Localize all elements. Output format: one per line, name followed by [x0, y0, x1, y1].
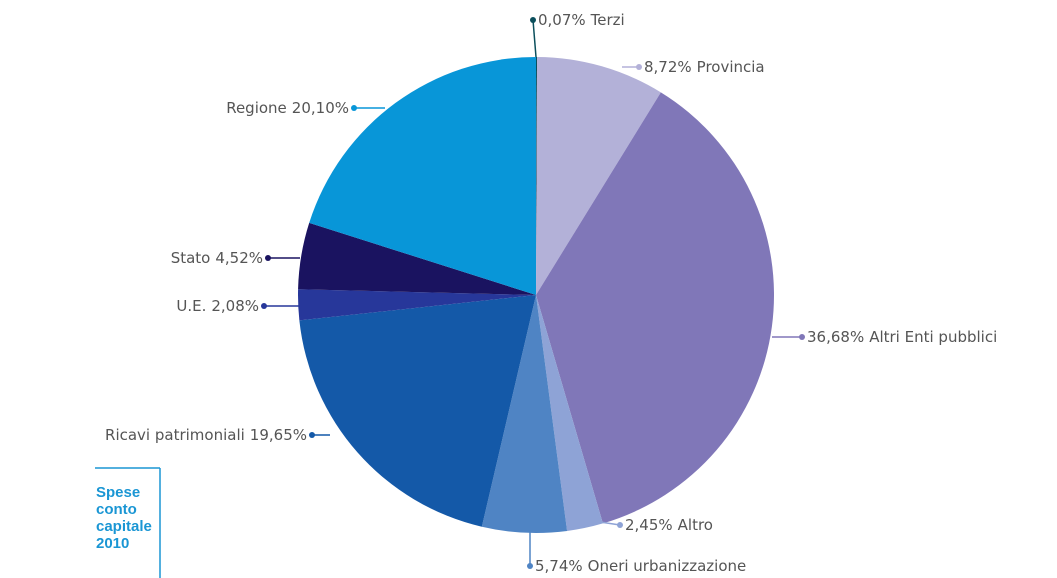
leader-dot: [527, 563, 533, 569]
pie-slice: [309, 56, 536, 296]
leader-dot: [309, 432, 315, 438]
pie-slice: [298, 289, 536, 321]
value-label: 8,72%: [644, 58, 692, 76]
leader-dot: [799, 334, 805, 340]
pie-slice: [536, 92, 775, 524]
leader-line: [599, 521, 621, 526]
leader-dot: [617, 522, 623, 528]
value-label: 0,07%: [538, 11, 586, 29]
category-label: Provincia: [697, 58, 765, 76]
slice-label: Ricavi patrimoniali 19,65%: [105, 426, 307, 444]
slice-label: 0,07% Terzi: [538, 11, 625, 29]
value-label: 19,65%: [250, 426, 307, 444]
value-label: 20,10%: [292, 99, 349, 117]
slice-label: 8,72% Provincia: [644, 58, 765, 76]
pie-slice: [298, 222, 536, 295]
value-label: 2,45%: [625, 516, 673, 534]
slice-label: 2,45% Altro: [625, 516, 713, 534]
value-label: 36,68%: [807, 328, 864, 346]
pie-slice: [481, 295, 568, 534]
leader-dot: [530, 17, 536, 23]
pie-slice: [536, 295, 603, 531]
pie-slice: [299, 295, 536, 527]
pie-slice: [536, 57, 538, 295]
category-label: Oneri urbanizzazione: [588, 557, 747, 575]
category-label: U.E.: [176, 297, 206, 315]
category-label: Stato: [171, 249, 211, 267]
category-label: Terzi: [590, 11, 625, 29]
leader-dot: [265, 255, 271, 261]
value-label: 4,52%: [215, 249, 263, 267]
category-label: Altri Enti pubblici: [869, 328, 997, 346]
pie-slice: [536, 57, 661, 295]
slice-label: Regione 20,10%: [226, 99, 349, 117]
slice-label: Stato 4,52%: [171, 249, 263, 267]
category-label: Regione: [226, 99, 287, 117]
chart-title: Spese conto capitale 2010: [96, 484, 152, 552]
category-label: Ricavi patrimoniali: [105, 426, 245, 444]
category-label: Altro: [678, 516, 713, 534]
leader-dot: [636, 64, 642, 70]
value-label: 2,08%: [211, 297, 259, 315]
slice-label: U.E. 2,08%: [176, 297, 259, 315]
slice-label: 5,74% Oneri urbanizzazione: [535, 557, 746, 575]
slice-label: 36,68% Altri Enti pubblici: [807, 328, 997, 346]
leader-line: [532, 19, 537, 58]
leader-dot: [261, 303, 267, 309]
value-label: 5,74%: [535, 557, 583, 575]
leader-dot: [351, 105, 357, 111]
